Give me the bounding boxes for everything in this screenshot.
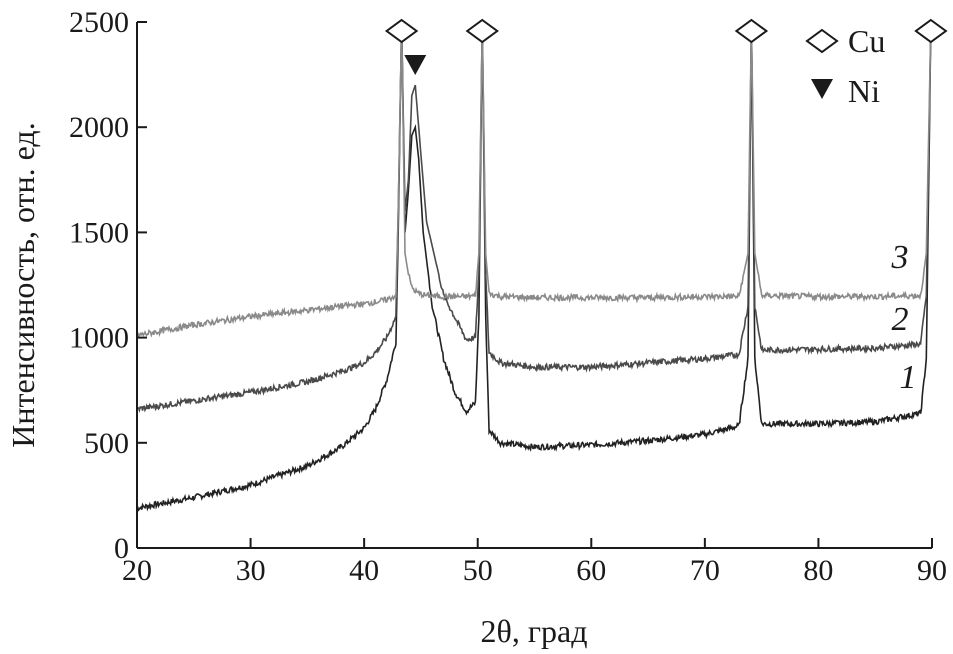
x-axis-title: 2θ, град <box>481 613 588 649</box>
series-layer <box>136 21 932 512</box>
cu-peak-marker <box>465 18 499 44</box>
cu-peak-marker <box>384 18 419 44</box>
y-tick-label: 500 <box>84 427 129 460</box>
series-line-1 <box>136 21 932 512</box>
cu-peak-marker <box>734 18 769 44</box>
x-tick-label: 20 <box>122 554 152 587</box>
axes: 20 30 40 50 60 70 80 90 0 500 1000 1500 2000 2500 <box>69 6 947 587</box>
curve-label-2: 2 <box>892 301 909 338</box>
y-tick-label: 1000 <box>69 322 129 355</box>
curve-label-1: 1 <box>900 359 917 396</box>
y-tick-label: 1500 <box>69 216 129 249</box>
curve-labels: 1 2 3 <box>891 239 917 396</box>
x-tick-label: 50 <box>463 554 493 587</box>
ni-peak-marker <box>404 55 427 75</box>
y-tick-label: 0 <box>114 532 129 565</box>
peak-markers <box>384 18 948 75</box>
x-tick-label: 60 <box>576 554 606 587</box>
y-tick-label: 2000 <box>69 111 129 144</box>
legend: Cu Ni <box>805 23 885 109</box>
legend-marker-cu <box>805 28 839 54</box>
x-tick-label: 70 <box>690 554 720 587</box>
y-axis-title: Интенсивность, отн. ед. <box>5 122 41 447</box>
legend-marker-ni <box>811 79 833 99</box>
series-line-3 <box>136 21 932 338</box>
curve-label-3: 3 <box>891 239 909 276</box>
legend-label: Ni <box>848 73 880 109</box>
legend-label: Cu <box>848 23 885 59</box>
x-tick-label: 90 <box>917 554 947 587</box>
x-tick-label: 40 <box>349 554 379 587</box>
x-tick-label: 80 <box>803 554 833 587</box>
series-line-2 <box>136 21 932 414</box>
x-tick-label: 30 <box>236 554 266 587</box>
cu-peak-marker <box>914 18 948 44</box>
y-tick-label: 2500 <box>69 6 129 39</box>
